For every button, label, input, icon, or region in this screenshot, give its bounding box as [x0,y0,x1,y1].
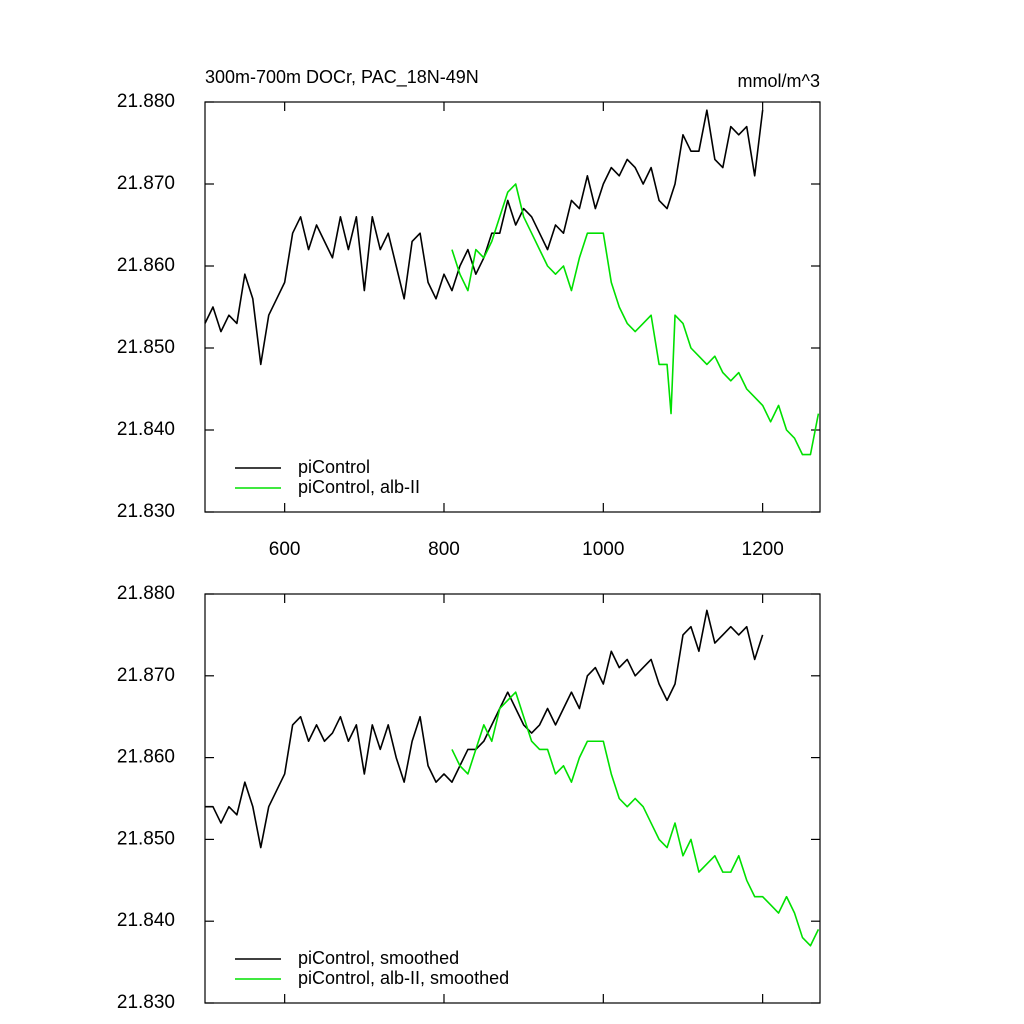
legend-label: piControl, smoothed [298,948,459,968]
legend-label: piControl, alb-II, smoothed [298,968,509,988]
y-tick-label: 21.850 [117,337,175,358]
y-tick-label: 21.840 [117,910,175,931]
y-tick-label: 21.870 [117,665,175,686]
data-line [204,109,764,366]
x-tick-label: 1200 [742,539,784,560]
data-line [451,691,820,947]
y-tick-label: 21.860 [117,747,175,768]
y-tick-label: 21.860 [117,255,175,276]
units-label: mmol/m^3 [738,71,820,91]
plot-frame [204,101,821,513]
legend-label: piControl, alb-II [298,477,420,497]
y-tick-label: 21.870 [117,173,175,194]
x-tick-label: 800 [428,539,460,560]
y-tick-label: 21.830 [117,501,175,522]
y-tick-label: 21.880 [117,583,175,604]
chart-title: 300m-700m DOCr, PAC_18N-49N [205,67,479,88]
y-tick-label: 21.850 [117,828,175,849]
y-tick-label: 21.880 [117,91,175,112]
x-tick-label: 1000 [582,539,624,560]
y-tick-label: 21.830 [117,992,175,1013]
legend-label: piControl [298,457,370,477]
plot-frame [204,593,821,1004]
y-tick-label: 21.840 [117,419,175,440]
data-line [205,609,764,849]
x-tick-label: 600 [269,539,301,560]
data-line [451,183,820,456]
